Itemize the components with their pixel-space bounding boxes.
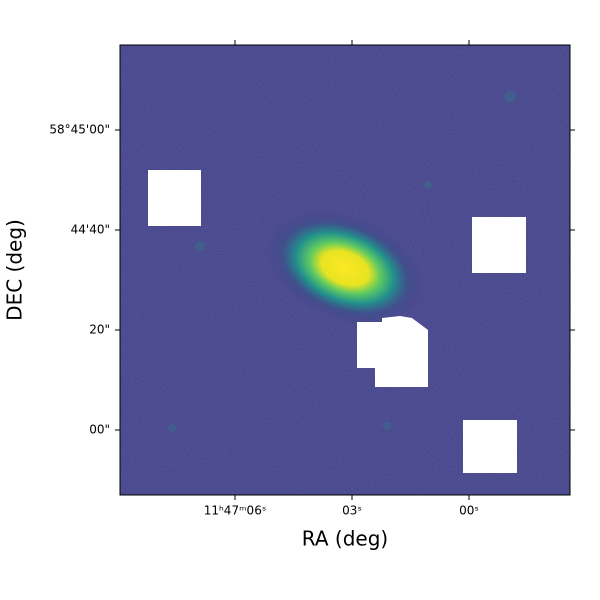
- x-axis-label: RA (deg): [302, 527, 388, 551]
- y-tick-label: 58°45'00": [49, 122, 110, 136]
- y-tick-label: 00": [89, 423, 110, 437]
- y-tick-label: 44'40": [71, 223, 110, 237]
- x-tick-label: 11ʰ47ᵐ06ˢ: [204, 504, 267, 518]
- x-tick-label: 00ˢ: [459, 504, 479, 518]
- sky-image: [120, 45, 570, 495]
- x-tick-label: 03ˢ: [342, 504, 362, 518]
- plot-frame: [119, 44, 571, 496]
- y-axis-label: DEC (deg): [3, 219, 27, 321]
- y-tick-label: 20": [89, 322, 110, 336]
